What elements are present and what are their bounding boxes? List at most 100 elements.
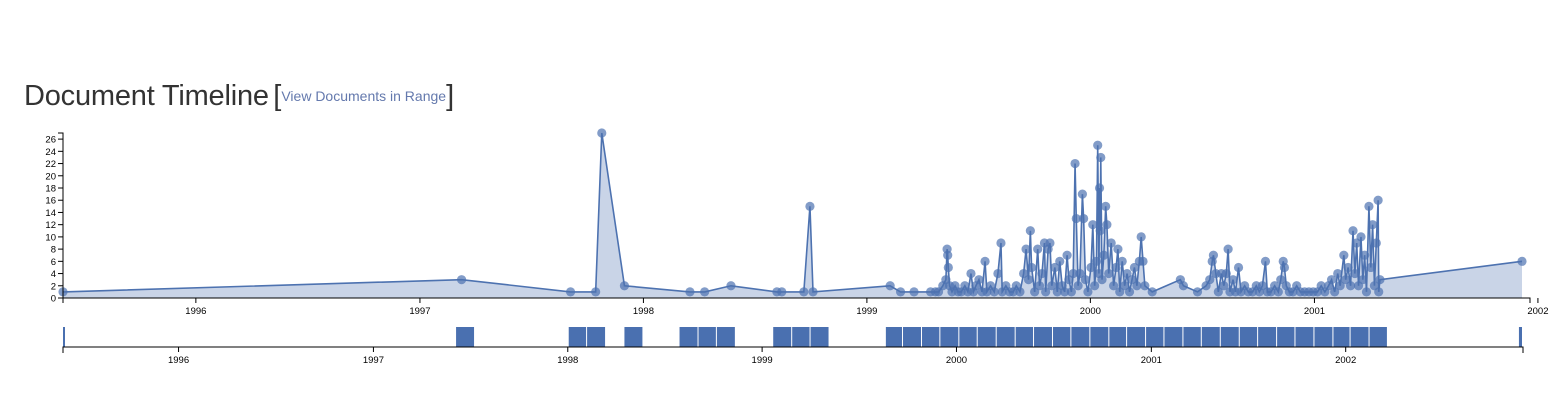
- data-point: [1037, 268, 1047, 279]
- data-point: [1070, 158, 1080, 169]
- data-point: [895, 287, 906, 297]
- data-point: [1132, 281, 1142, 291]
- y-tick: 4: [51, 269, 63, 280]
- data-point: [685, 287, 695, 297]
- brush-bar: [1146, 327, 1164, 347]
- brush-bar: [921, 327, 940, 347]
- data-point: [1080, 275, 1091, 285]
- data-point: [1033, 244, 1043, 254]
- brush-bar: [903, 327, 921, 347]
- brush-x-tick: 1997: [363, 347, 384, 366]
- data-point: [996, 238, 1006, 248]
- data-point: [799, 287, 809, 297]
- brush-bar: [773, 327, 792, 347]
- data-point: [1106, 238, 1116, 248]
- y-tick: 14: [45, 208, 63, 219]
- brush-bar: [1015, 327, 1034, 347]
- data-point: [1350, 268, 1360, 279]
- brush-bar: [1071, 327, 1090, 347]
- data-point: [1052, 287, 1062, 297]
- y-tick-label: 12: [45, 220, 56, 231]
- brush-bar: [1369, 327, 1387, 347]
- x-tick: 1999: [856, 298, 877, 317]
- data-point: [1339, 250, 1349, 260]
- x-tick-label: 2002: [1527, 306, 1548, 317]
- data-point: [1343, 262, 1353, 273]
- y-tick-label: 0: [51, 294, 56, 305]
- brush-bar: [977, 327, 996, 347]
- view-documents-in-range-link[interactable]: View Documents in Range: [281, 88, 447, 104]
- data-point: [1279, 262, 1290, 273]
- data-point: [1373, 195, 1383, 205]
- x-tick: 1996: [185, 298, 206, 317]
- data-point: [805, 201, 815, 211]
- data-point: [1077, 189, 1088, 199]
- brush-x-tick: 1996: [168, 347, 189, 366]
- data-point: [1030, 287, 1040, 297]
- data-point: [1091, 256, 1102, 266]
- brush-bar: [1164, 327, 1183, 347]
- data-point: [1138, 256, 1148, 266]
- y-tick: 26: [45, 135, 63, 146]
- data-point: [619, 281, 630, 291]
- brush-bar: [1239, 327, 1258, 347]
- data-point: [1178, 281, 1189, 291]
- x-tick: 2001: [1304, 298, 1325, 317]
- y-tick-label: 14: [45, 208, 56, 219]
- data-point: [1124, 287, 1135, 297]
- x-tick: 1998: [633, 298, 654, 317]
- data-point: [1221, 268, 1231, 279]
- data-point: [1026, 262, 1037, 273]
- y-tick-label: 18: [45, 184, 56, 195]
- data-point: [1062, 250, 1072, 260]
- data-point: [1068, 268, 1078, 279]
- data-point: [1113, 244, 1123, 254]
- brush-x-tick-label: 1998: [557, 355, 578, 366]
- brush-x-tick-label: 1996: [168, 355, 189, 366]
- brush-bar: [1220, 327, 1239, 347]
- data-point: [1095, 226, 1105, 236]
- data-point: [989, 287, 999, 297]
- y-tick: 16: [45, 196, 63, 207]
- data-point: [1090, 281, 1100, 291]
- data-point: [1192, 287, 1203, 297]
- data-point: [1129, 262, 1140, 273]
- data-point: [943, 250, 953, 260]
- y-tick-label: 20: [45, 171, 56, 182]
- data-point: [726, 281, 736, 291]
- brush-bar: [1183, 327, 1201, 347]
- data-point: [456, 275, 467, 285]
- data-point: [565, 287, 576, 297]
- data-point: [1233, 262, 1244, 273]
- brush-bar: [1053, 327, 1071, 347]
- data-point: [943, 262, 953, 273]
- y-tick-label: 26: [45, 135, 56, 146]
- data-point: [1366, 262, 1376, 273]
- y-tick-label: 4: [51, 269, 56, 280]
- brush-x-tick: 1999: [752, 347, 773, 366]
- y-tick-label: 2: [51, 281, 56, 292]
- data-point: [1375, 275, 1385, 285]
- brush-bar: [587, 327, 606, 347]
- x-tick-label: 1998: [633, 306, 654, 317]
- y-tick: 24: [45, 147, 63, 158]
- y-tick-label: 16: [45, 196, 56, 207]
- brush-chart[interactable]: 1996 1997 1998 1999 2000 2001 2002: [62, 327, 1524, 366]
- data-point: [1364, 201, 1374, 211]
- data-point: [1102, 220, 1112, 230]
- data-point: [1205, 275, 1215, 285]
- brush-x-tick-label: 1999: [752, 355, 773, 366]
- data-point: [1104, 268, 1114, 279]
- brush-bar: [1034, 327, 1053, 347]
- data-point: [909, 287, 919, 297]
- brush-x-tick-label: 2001: [1141, 355, 1162, 366]
- data-point: [1023, 275, 1034, 285]
- bracket-open: [: [273, 80, 282, 112]
- header: Document Timeline [View Documents in Ran…: [24, 80, 454, 113]
- data-point: [1099, 250, 1109, 260]
- data-point: [1368, 220, 1378, 230]
- brush-bar: [959, 327, 977, 347]
- data-point: [1050, 262, 1060, 273]
- data-point: [974, 275, 984, 285]
